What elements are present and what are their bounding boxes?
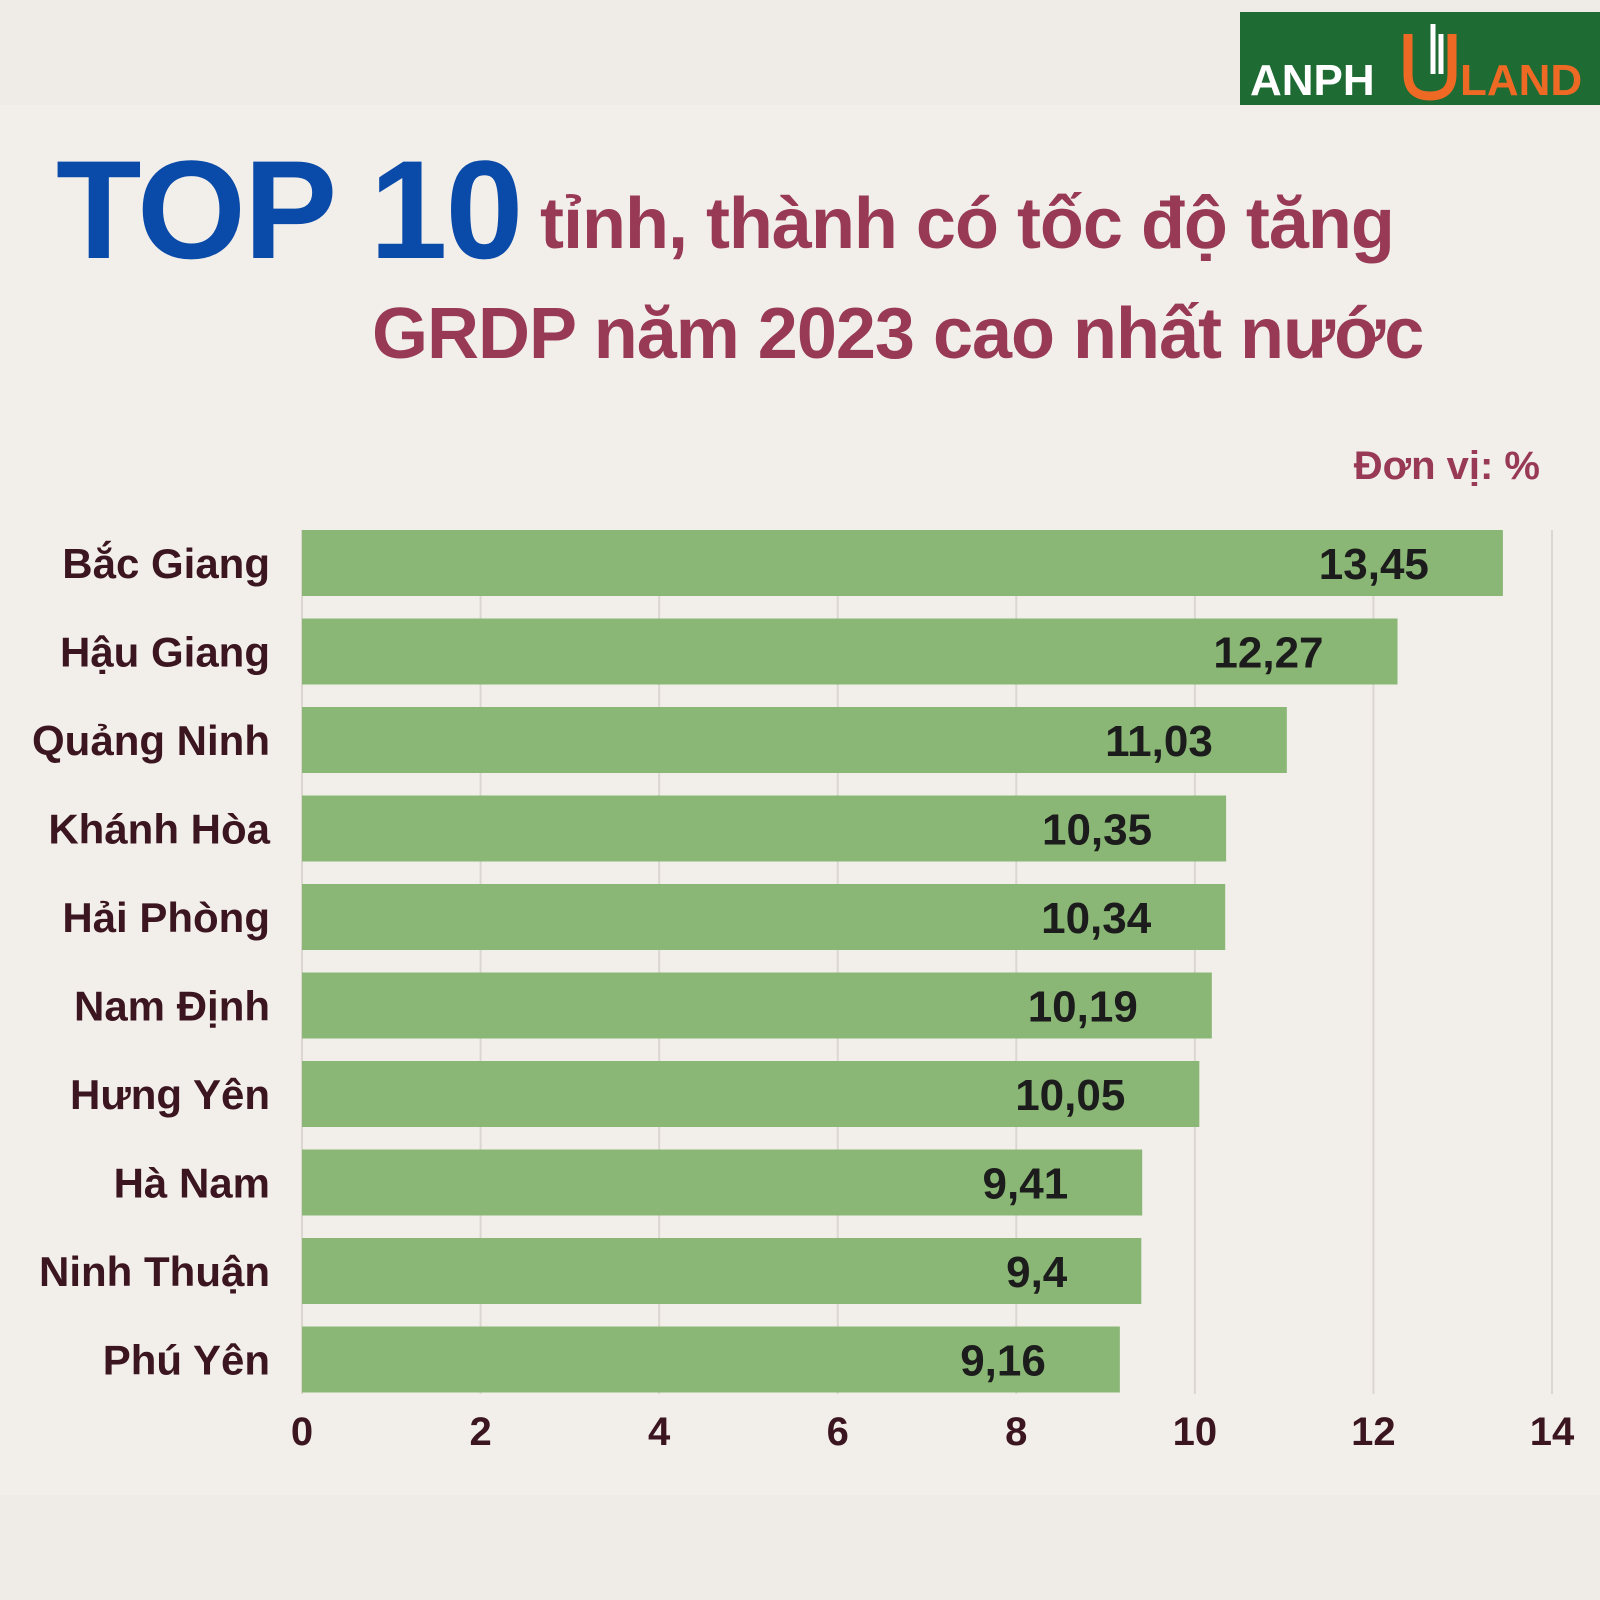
x-tick-label: 10 [1173, 1410, 1218, 1454]
bar [302, 1238, 1142, 1304]
x-tick-label: 4 [648, 1410, 671, 1454]
category-label: Quảng Ninh [32, 717, 270, 764]
bar [302, 1326, 1120, 1393]
value-label: 10,35 [1042, 806, 1152, 855]
category-label: Phú Yên [103, 1337, 270, 1384]
category-label: Khánh Hòa [48, 806, 270, 853]
category-label: Bắc Giang [62, 539, 270, 587]
x-tick-label: 14 [1530, 1410, 1575, 1454]
bar [302, 707, 1287, 773]
x-tick-label: 12 [1351, 1410, 1396, 1454]
x-tick-label: 8 [1005, 1410, 1027, 1454]
bar [302, 530, 1503, 596]
value-label: 12,27 [1213, 629, 1323, 678]
value-label: 9,41 [983, 1160, 1069, 1209]
x-tick-label: 2 [469, 1410, 491, 1454]
title-line-1: tỉnh, thành có tốc độ tăng [540, 184, 1395, 264]
value-label: 11,03 [1105, 717, 1213, 766]
bar [302, 1061, 1200, 1127]
value-label: 10,19 [1028, 983, 1138, 1032]
bar [302, 884, 1226, 950]
bar [302, 618, 1398, 685]
unit-label: Đơn vị: % [1353, 444, 1540, 488]
bar [302, 1149, 1143, 1216]
brand-logo: ANPH LAND [1240, 12, 1600, 105]
title-line-2: GRDP năm 2023 cao nhất nước [372, 294, 1424, 374]
logo-tower-mark [1430, 24, 1444, 74]
value-label: 13,45 [1319, 540, 1429, 589]
value-label: 9,16 [960, 1337, 1046, 1386]
value-label: 9,4 [1006, 1248, 1068, 1297]
category-label: Hậu Giang [60, 629, 270, 676]
logo-text-right: LAND [1460, 56, 1582, 105]
bar [302, 795, 1227, 862]
logo-u-mark [1403, 34, 1457, 101]
x-tick-label: 6 [827, 1410, 849, 1454]
category-label: Hưng Yên [70, 1071, 270, 1118]
value-label: 10,05 [1015, 1071, 1125, 1120]
value-label: 10,34 [1041, 894, 1152, 943]
x-tick-label: 0 [291, 1410, 313, 1454]
category-label: Nam Định [74, 983, 270, 1030]
category-label: Ninh Thuận [39, 1248, 270, 1295]
logo-text-left: ANPH [1250, 56, 1375, 105]
category-label: Hà Nam [114, 1160, 270, 1207]
category-label: Hải Phòng [62, 894, 270, 941]
bar [302, 972, 1212, 1039]
title-top10: TOP 10 [56, 131, 523, 288]
